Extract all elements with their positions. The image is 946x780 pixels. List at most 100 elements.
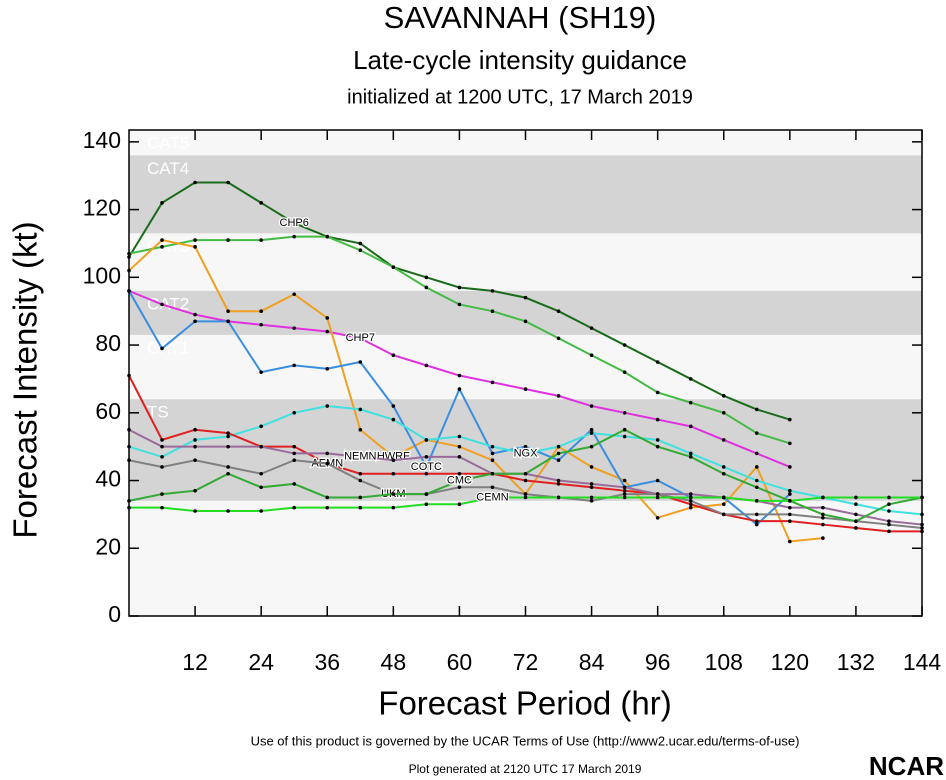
- data-point: [457, 302, 462, 307]
- data-point: [292, 326, 297, 330]
- series-label: COTC: [411, 461, 442, 473]
- x-axis-label: Forecast Period (hr): [378, 685, 671, 722]
- data-point: [887, 519, 891, 523]
- data-point: [688, 377, 693, 381]
- data-point: [788, 519, 792, 523]
- data-point: [589, 353, 594, 358]
- data-point: [490, 495, 495, 500]
- data-point: [193, 509, 197, 513]
- data-point: [788, 499, 792, 503]
- band-label: CAT5: [147, 133, 189, 152]
- data-point: [721, 512, 726, 517]
- data-point: [325, 366, 330, 371]
- chart-subtitle: Late-cycle intensity guidance: [353, 45, 687, 75]
- data-point: [490, 471, 495, 476]
- series: COTC: [127, 289, 792, 527]
- data-point: [391, 458, 396, 463]
- data-point: [622, 485, 627, 490]
- data-point: [193, 458, 197, 463]
- data-point: [655, 495, 660, 500]
- data-point: [358, 478, 363, 483]
- data-point: [655, 444, 660, 449]
- data-point: [457, 478, 462, 483]
- series: CEMN: [127, 490, 924, 513]
- data-point: [193, 238, 197, 242]
- data-point: [523, 319, 528, 324]
- data-point: [589, 444, 594, 449]
- plot-frame: [128, 129, 923, 617]
- data-point: [556, 309, 561, 313]
- data-point: [325, 316, 330, 320]
- data-point: [391, 417, 396, 422]
- data-point: [887, 522, 891, 527]
- data-point: [292, 482, 297, 486]
- data-point: [887, 529, 891, 534]
- data-point: [854, 526, 858, 530]
- data-point: [622, 478, 627, 483]
- data-point: [424, 285, 429, 290]
- band-label: CAT4: [147, 159, 189, 178]
- data-point: [523, 478, 528, 483]
- data-point: [788, 539, 792, 544]
- data-point: [457, 387, 462, 391]
- data-point: [193, 444, 197, 449]
- data-point: [193, 312, 197, 317]
- data-point: [226, 180, 230, 185]
- series: CHP7: [127, 289, 792, 469]
- data-point: [292, 444, 297, 449]
- data-point: [887, 495, 891, 500]
- data-point: [589, 404, 594, 408]
- data-point: [226, 319, 230, 324]
- data-point: [523, 387, 528, 391]
- data-point: [160, 201, 164, 205]
- data-point: [259, 238, 263, 242]
- data-point: [391, 455, 396, 459]
- data-point: [424, 438, 429, 442]
- data-point: [854, 495, 858, 500]
- data-point: [259, 309, 263, 313]
- data-point: [490, 458, 495, 463]
- data-point: [292, 505, 297, 510]
- data-point: [424, 455, 429, 459]
- data-point: [358, 455, 363, 459]
- data-point: [490, 309, 495, 313]
- data-point: [424, 363, 429, 368]
- data-point: [821, 522, 825, 527]
- data-point: [556, 394, 561, 398]
- data-point: [457, 434, 462, 439]
- data-point: [259, 509, 263, 513]
- x-tick-label: 96: [645, 649, 671, 675]
- data-point: [259, 485, 263, 490]
- data-point: [457, 373, 462, 378]
- data-point: [821, 495, 825, 500]
- data-point: [688, 455, 693, 459]
- category-band: [129, 155, 922, 234]
- data-point: [391, 265, 396, 269]
- data-point: [523, 444, 528, 449]
- category-band: [129, 399, 922, 501]
- data-point: [721, 394, 726, 398]
- y-tick-label: 0: [108, 601, 121, 627]
- data-point: [193, 488, 197, 493]
- data-point: [821, 505, 825, 510]
- data-point: [490, 451, 495, 456]
- data-point: [589, 485, 594, 490]
- data-point: [523, 451, 528, 456]
- data-point: [556, 451, 561, 456]
- logo: NCAR: [869, 751, 944, 780]
- data-point: [788, 492, 792, 496]
- data-point: [292, 292, 297, 297]
- x-tick-label: 12: [182, 649, 208, 675]
- data-point: [556, 495, 561, 500]
- data-point: [358, 495, 363, 500]
- init-time: initialized at 1200 UTC, 17 March 2019: [347, 86, 693, 108]
- data-point: [589, 465, 594, 469]
- data-point: [160, 505, 164, 510]
- x-tick-label: 72: [513, 649, 539, 675]
- data-point: [490, 380, 495, 385]
- series: [127, 234, 792, 446]
- data-point: [457, 455, 462, 459]
- data-point: [589, 499, 594, 503]
- data-point: [160, 455, 164, 459]
- x-tick-label: 24: [248, 649, 274, 675]
